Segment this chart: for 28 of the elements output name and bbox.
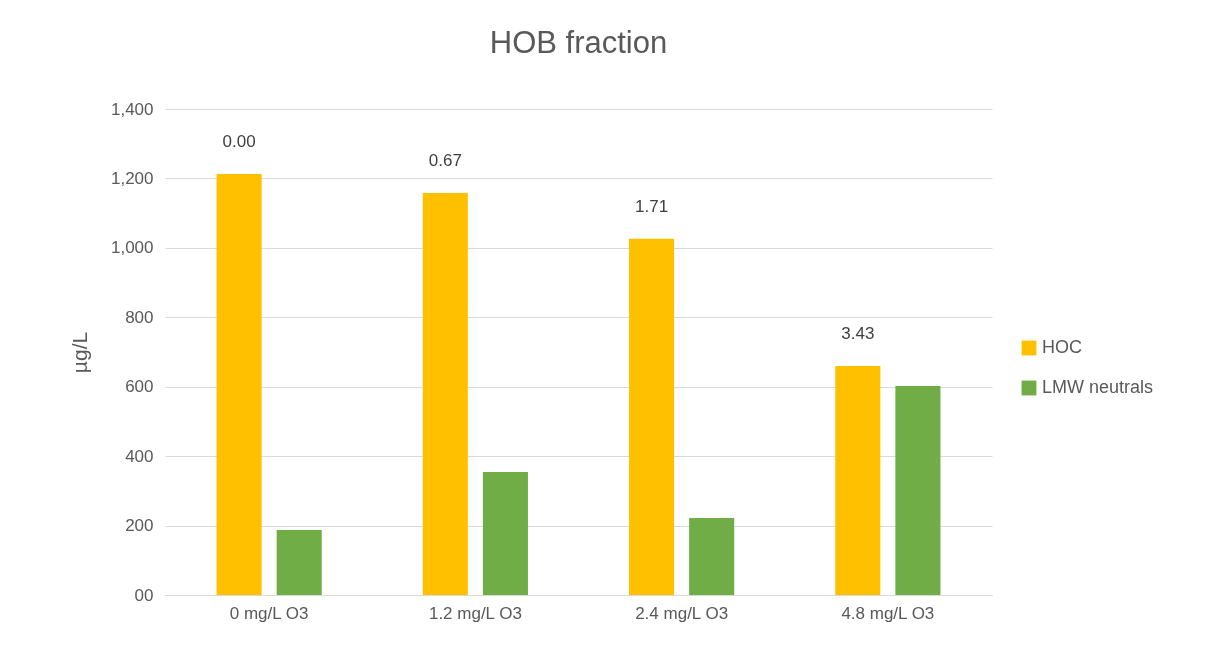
bar xyxy=(216,173,262,595)
legend-label: HOC xyxy=(1042,337,1082,357)
legend-label: LMW neutrals xyxy=(1042,377,1154,397)
chart-title: HOB fraction xyxy=(489,25,668,60)
y-tick-label: 00 xyxy=(134,585,154,605)
x-tick-label: 0 mg/L O3 xyxy=(229,603,309,623)
y-tick-label: 200 xyxy=(125,516,154,536)
x-tick-label: 1.2 mg/L O3 xyxy=(428,603,522,623)
x-tick-label: 2.4 mg/L O3 xyxy=(635,603,729,623)
annotation: 0.00 xyxy=(222,131,256,151)
bar xyxy=(422,193,468,595)
y-tick-label: 400 xyxy=(125,446,154,466)
annotation: 0.67 xyxy=(428,151,462,171)
bar xyxy=(689,517,735,595)
y-tick-label: 1,200 xyxy=(110,168,154,188)
annotation: 3.43 xyxy=(841,323,875,343)
x-tick-label: 4.8 mg/L O3 xyxy=(841,603,935,623)
y-tick-label: 600 xyxy=(125,377,154,397)
bar xyxy=(835,365,881,595)
annotation: 1.71 xyxy=(635,196,669,216)
y-axis-title: µg/L xyxy=(67,331,91,374)
y-tick-label: 800 xyxy=(125,307,154,327)
bar xyxy=(629,238,675,595)
bar xyxy=(276,530,322,595)
bar xyxy=(895,386,941,595)
y-tick-label: 1,000 xyxy=(110,238,154,258)
y-tick-label: 1,400 xyxy=(110,99,154,119)
bar xyxy=(482,472,528,595)
